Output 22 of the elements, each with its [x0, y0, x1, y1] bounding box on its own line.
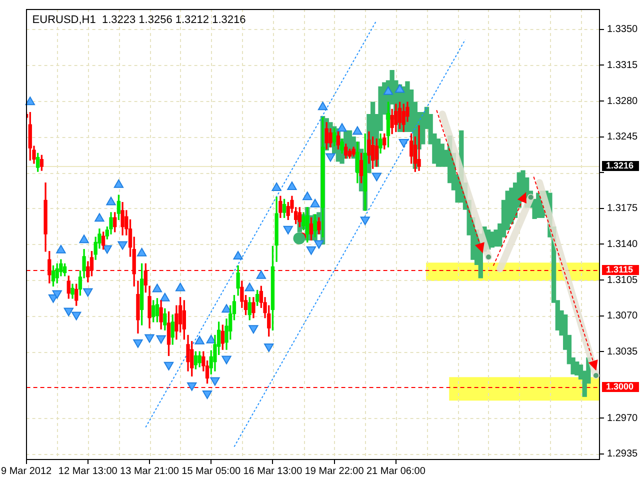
x-tick-label: 12 Mar 13:00 [58, 466, 118, 477]
y-tick-label: 1.2935 [607, 448, 638, 460]
y-tick-label: 1.3105 [607, 274, 638, 286]
x-tick-label: 21 Mar 06:00 [366, 466, 426, 477]
y-tick-label: 1.2970 [607, 412, 638, 424]
x-tick-label: 15 Mar 05:00 [182, 466, 242, 477]
ref-line-label: 1.3115 [606, 264, 634, 274]
y-tick-label: 1.3035 [607, 346, 638, 358]
y-tick-label: 1.3140 [607, 238, 638, 250]
chart-title: EURUSD,H1 1.3223 1.3256 1.3212 1.3216 [32, 14, 246, 26]
y-tick-label: 1.3070 [607, 310, 638, 322]
ref-line-label: 1.3000 [606, 381, 634, 392]
y-tick-label: 1.3350 [607, 24, 638, 36]
y-tick-label: 1.3315 [607, 60, 638, 71]
y-tick-label: 1.3245 [607, 132, 638, 143]
x-tick-label: 9 Mar 2012 [0, 466, 52, 477]
x-tick-label: 19 Mar 22:00 [304, 466, 364, 477]
x-tick-label: 16 Mar 13:00 [243, 466, 303, 477]
y-tick-label: 1.3175 [607, 203, 638, 214]
x-tick-label: 13 Mar 21:00 [120, 466, 180, 477]
y-tick-label: 1.3280 [607, 96, 638, 107]
ref-line-label: 1.3216 [606, 160, 634, 170]
